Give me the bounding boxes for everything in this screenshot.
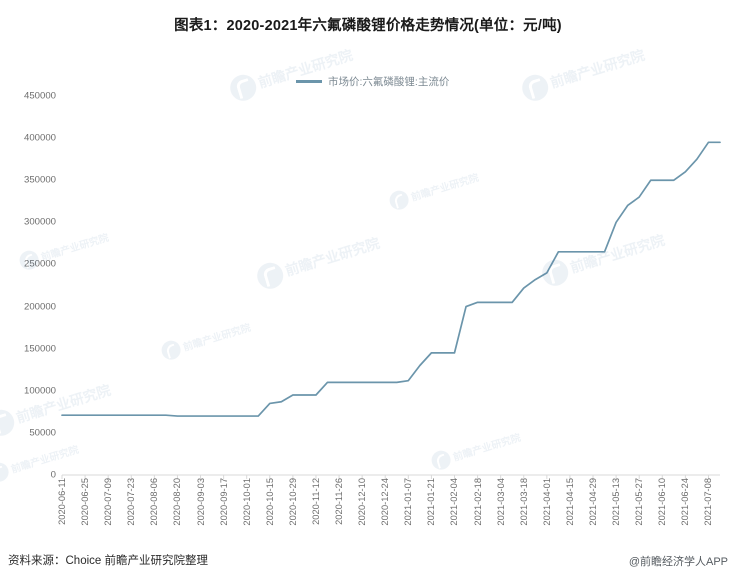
x-tick-label: 2021-02-18 <box>472 478 483 526</box>
series-line-market-price <box>61 141 721 417</box>
chart-title: 图表1：2020-2021年六氟磷酸锂价格走势情况(单位：元/吨) <box>174 18 562 34</box>
y-tick-label: 200000 <box>23 301 56 313</box>
y-tick-label: 0 <box>50 469 56 481</box>
x-tick-label: 2020-08-06 <box>149 478 160 526</box>
y-tick-label: 150000 <box>23 343 56 355</box>
x-tick-label: 2021-07-08 <box>703 478 714 526</box>
x-tick-label: 2020-10-01 <box>241 478 252 526</box>
x-tick-label: 2020-11-12 <box>310 478 321 525</box>
x-tick-label: 2021-06-10 <box>657 478 668 526</box>
x-tick-label: 2021-04-29 <box>588 478 599 526</box>
x-tick-label: 2020-09-03 <box>195 478 206 526</box>
x-tick-label: 2021-04-15 <box>564 478 575 526</box>
x-tick-label: 2020-12-10 <box>357 478 368 526</box>
x-tick-label: 2020-07-09 <box>103 478 114 526</box>
x-tick-label: 2020-06-25 <box>80 478 91 526</box>
x-tick-label: 2020-12-24 <box>380 478 391 526</box>
x-tick-label: 2020-08-20 <box>172 478 183 526</box>
x-tick-label: 2021-01-21 <box>426 478 437 526</box>
x-tick-label: 2021-03-04 <box>495 478 506 526</box>
x-tick-label: 2021-06-24 <box>680 478 691 526</box>
watermark: 前瞻产业研究院 <box>226 42 356 104</box>
app-credit: @前瞻经济学人APP <box>628 556 728 568</box>
chart-legend: 市场价:六氟磷酸锂:主流价 <box>296 74 449 89</box>
x-tick-label: 2020-10-29 <box>287 478 298 526</box>
x-tick-label: 2021-03-18 <box>518 478 529 526</box>
watermark-text: 前瞻产业研究院 <box>548 46 647 91</box>
x-tick-label: 2021-02-04 <box>449 478 460 526</box>
legend-label: 市场价:六氟磷酸锂:主流价 <box>328 76 450 88</box>
chart-svg <box>61 141 721 479</box>
x-tick-label: 2021-05-27 <box>634 478 645 526</box>
y-tick-label: 250000 <box>23 258 56 270</box>
y-tick-label: 100000 <box>23 385 56 397</box>
x-tick-label: 2021-01-07 <box>403 478 414 526</box>
y-tick-label: 350000 <box>23 174 56 186</box>
source-note: 资料来源：Choice 前瞻产业研究院整理 <box>8 555 208 567</box>
y-tick-label: 300000 <box>23 216 56 228</box>
x-tick-label: 2020-07-23 <box>126 478 137 526</box>
x-tick-label: 2020-11-26 <box>334 478 345 525</box>
x-tick-label: 2020-09-17 <box>218 478 229 526</box>
y-axis: 450000 400000 350000 300000 250000 200000 1500… <box>0 0 56 585</box>
legend-swatch-icon <box>296 80 322 83</box>
plot-area <box>61 96 721 479</box>
x-tick-marks <box>61 475 709 479</box>
y-tick-label: 450000 <box>23 90 56 102</box>
x-tick-label: 2020-10-15 <box>264 478 275 526</box>
y-tick-label: 400000 <box>23 132 56 144</box>
watermark: 前瞻产业研究院 <box>518 42 648 104</box>
x-axis: 2020-06-11 2020-06-25 2020-07-09 2020-07-23… <box>57 478 720 540</box>
x-tick-label: 2020-06-11 <box>57 478 67 525</box>
y-tick-label: 50000 <box>29 427 56 439</box>
x-tick-label: 2021-05-13 <box>611 478 622 526</box>
x-tick-label: 2021-04-01 <box>541 478 552 526</box>
